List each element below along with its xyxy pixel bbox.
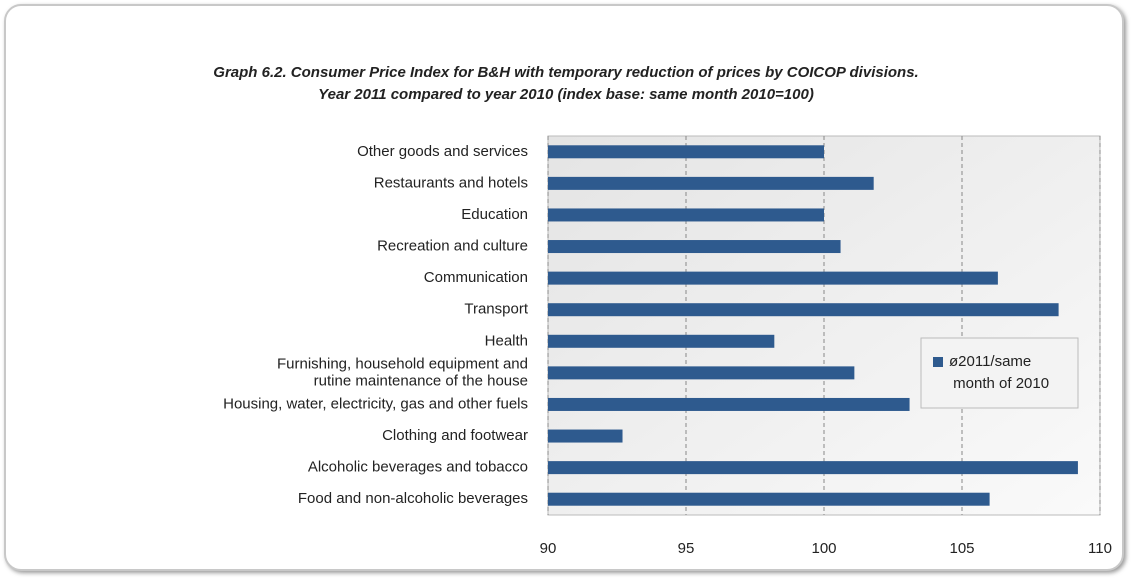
y-tick-label: Communication (424, 269, 528, 286)
x-tick-label: 100 (811, 540, 836, 557)
y-tick-label: Food and non-alcoholic beverages (298, 490, 528, 507)
y-tick-label: Health (485, 332, 528, 349)
x-tick-label: 110 (1088, 540, 1112, 557)
y-tick-label: Furnishing, household equipment and rutin… (277, 355, 528, 389)
legend-box (920, 337, 1079, 409)
bar (548, 176, 874, 190)
bar (548, 461, 1078, 475)
y-tick-label: Alcoholic beverages and tobacco (308, 459, 528, 476)
x-tick-label: 105 (949, 540, 974, 557)
bar (548, 492, 990, 506)
bar (548, 271, 998, 285)
y-tick-label: Education (461, 206, 528, 223)
bar (548, 303, 1059, 317)
y-tick-label: Housing, water, electricity, gas and oth… (223, 395, 528, 412)
y-tick-label: Recreation and culture (377, 238, 528, 255)
x-tick-label: 95 (678, 540, 695, 557)
bar (548, 429, 623, 443)
bar (548, 145, 824, 159)
x-tick-label: 90 (540, 540, 557, 557)
bar (548, 334, 775, 348)
y-tick-label: Other goods and services (357, 143, 528, 160)
bar (548, 240, 841, 254)
bar (548, 366, 855, 380)
bar (548, 208, 824, 222)
chart-title: Graph 6.2. Consumer Price Index for B&H … (213, 64, 918, 103)
y-tick-label: Transport (464, 301, 528, 318)
y-tick-label: Restaurants and hotels (374, 174, 528, 191)
bar (548, 397, 910, 411)
legend-swatch (933, 357, 943, 367)
y-tick-label: Clothing and footwear (382, 427, 528, 444)
legend-label: ø2011/same month of 2010 (949, 353, 1049, 392)
